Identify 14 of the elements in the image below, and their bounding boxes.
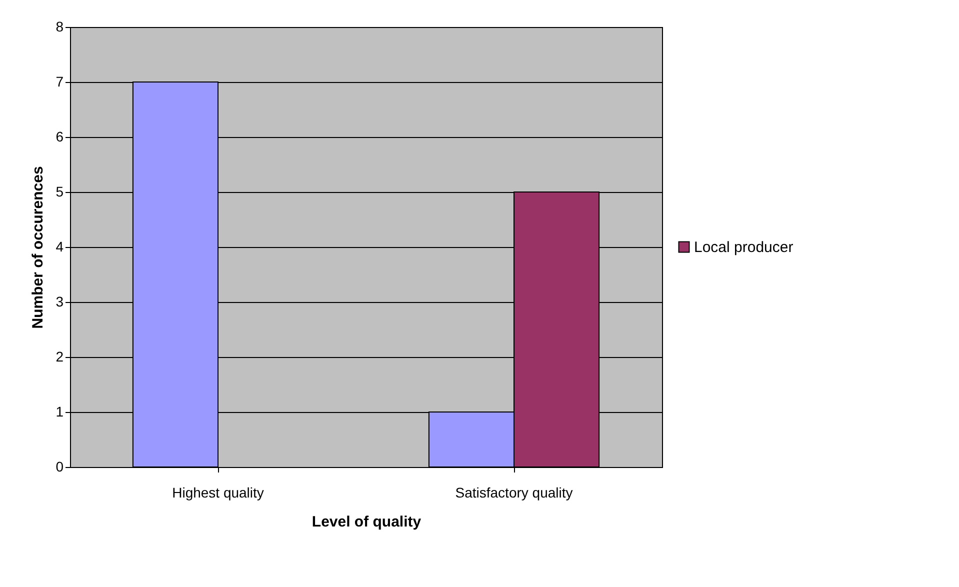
y-tick-label: 6 bbox=[56, 128, 64, 144]
y-tick-label: 7 bbox=[56, 74, 64, 90]
y-axis-title: Number of occurences bbox=[30, 166, 47, 329]
y-tick-label: 8 bbox=[56, 18, 64, 34]
y-tick-label: 3 bbox=[56, 294, 64, 310]
x-axis-title: Level of quality bbox=[312, 514, 422, 530]
y-tick-label: 0 bbox=[56, 458, 64, 474]
x-tick-label: Satisfactory quality bbox=[455, 484, 573, 500]
legend-label: Local producer bbox=[694, 239, 794, 256]
x-tick-label: Highest quality bbox=[172, 484, 264, 500]
y-tick-label: 4 bbox=[56, 238, 64, 254]
y-tick-label: 5 bbox=[56, 184, 64, 200]
y-tick-label: 2 bbox=[56, 348, 64, 364]
y-tick-label: 1 bbox=[56, 404, 64, 420]
